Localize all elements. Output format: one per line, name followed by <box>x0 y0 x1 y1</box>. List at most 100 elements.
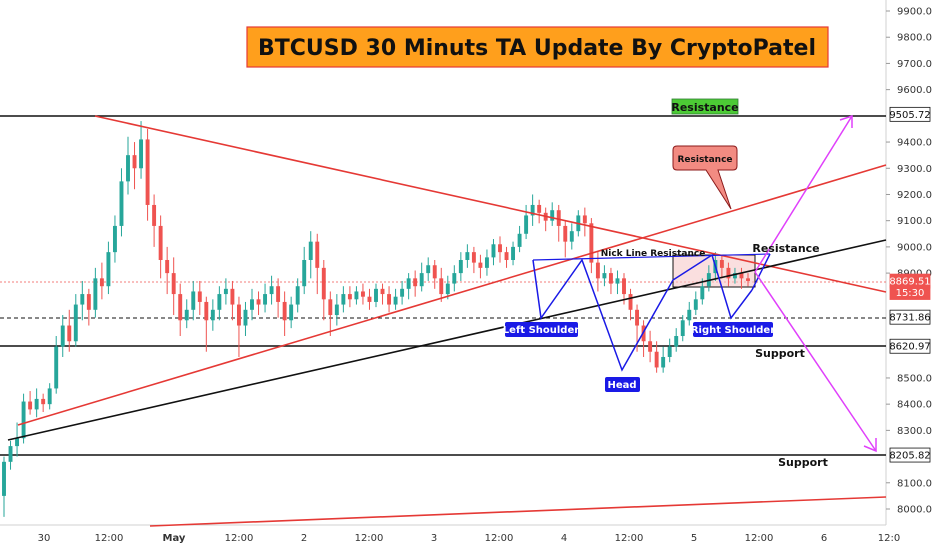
candle-body <box>295 286 300 305</box>
candle-body <box>334 304 339 316</box>
pattern-tail <box>751 253 771 291</box>
candle-body <box>367 296 372 302</box>
ascending-trendline-red <box>17 164 887 426</box>
y-tick-label: 8300.00 <box>897 426 932 437</box>
candle-body <box>608 273 613 284</box>
candle-body <box>374 288 378 302</box>
candle-body <box>693 299 698 310</box>
descending-trendline <box>94 115 887 293</box>
candle-body <box>256 299 261 305</box>
candle-body <box>210 309 215 321</box>
bullish-arrowhead <box>839 114 853 128</box>
resistance-bubble <box>672 145 738 210</box>
y-tick-label: 9200.00 <box>897 190 932 201</box>
candle-body <box>8 446 13 462</box>
candle-body <box>478 262 483 268</box>
candle-body <box>680 320 685 337</box>
x-tick-label: 5 <box>691 533 697 544</box>
candle-body <box>171 273 176 295</box>
bullish-projection-arrow <box>754 115 853 273</box>
candle-body <box>732 273 737 279</box>
x-tick-label: May <box>163 533 186 544</box>
x-tick-label: 12:0 <box>878 533 900 544</box>
y-tick-label: 8000.00 <box>897 505 932 516</box>
candle-body <box>556 210 561 226</box>
candle-body <box>184 309 189 321</box>
candle-body <box>54 346 59 389</box>
x-tick-label: 12:00 <box>745 533 774 544</box>
candle-body <box>282 301 287 321</box>
price-tag-box <box>889 285 931 300</box>
candle-body <box>93 278 98 310</box>
candle-body <box>315 241 320 268</box>
candle-body <box>432 265 437 279</box>
y-tick-label: 9400.00 <box>897 138 932 149</box>
candle-body <box>178 294 183 321</box>
candle-body <box>86 294 91 310</box>
candle-body <box>615 278 620 284</box>
candle-body <box>354 291 359 300</box>
price-tag-label: 8205.82 <box>889 451 930 462</box>
candle-body <box>302 260 307 287</box>
candle-body <box>635 309 640 326</box>
candle-body <box>589 223 594 263</box>
candle-body <box>445 283 450 295</box>
bearish-arrowhead <box>863 438 877 453</box>
price-tag-label: 8869.51 <box>889 277 930 288</box>
candle-body <box>524 215 529 234</box>
candle-body <box>21 401 26 439</box>
x-tick-label: 12:00 <box>615 533 644 544</box>
candle-body <box>484 257 489 268</box>
candle-body <box>112 225 117 253</box>
candle-body <box>746 278 750 281</box>
y-tick-label: 8400.00 <box>897 400 932 411</box>
x-tick-label: 30 <box>38 533 51 544</box>
candle-body <box>347 294 352 300</box>
candle-body <box>491 244 496 258</box>
candle-body <box>99 278 104 287</box>
candle-body <box>34 398 39 410</box>
candle-body <box>452 273 457 284</box>
y-tick-label: 8100.00 <box>897 478 932 489</box>
candle-body <box>132 155 137 169</box>
x-tick-label: 12:00 <box>485 533 514 544</box>
candle-body <box>250 299 254 310</box>
candle-body <box>158 225 163 260</box>
candle-body <box>2 461 6 496</box>
lower-trendline-red <box>149 496 887 527</box>
candle-body <box>622 278 626 295</box>
candle-body <box>139 139 144 169</box>
candle-body <box>263 294 268 305</box>
candle-body <box>67 325 72 342</box>
candle-body <box>204 301 209 321</box>
candle-body <box>152 204 157 226</box>
neckline-pattern <box>532 253 771 261</box>
candle-body <box>197 291 202 302</box>
price-tag-label: 9505.72 <box>889 110 930 121</box>
resistance-top-label: Resistance <box>671 101 738 114</box>
head-shoulders-pattern <box>532 253 753 372</box>
candle-body <box>498 244 502 253</box>
y-tick-label: 8500.00 <box>897 373 932 384</box>
candle-body <box>41 398 46 405</box>
candle-body <box>269 286 274 295</box>
candle-body <box>380 288 385 295</box>
candle-body <box>341 294 346 305</box>
candle-body <box>126 155 130 182</box>
candle-body <box>217 294 222 310</box>
x-tick-label: 3 <box>431 533 437 544</box>
y-tick-label: 9700.00 <box>897 59 932 70</box>
candle-body <box>667 346 672 357</box>
candle-body <box>439 278 444 295</box>
candle-body <box>471 252 476 263</box>
candle-body <box>563 225 568 242</box>
candle-body <box>119 181 124 226</box>
y-tick-label: 9000.00 <box>897 242 932 253</box>
head-label: Head <box>607 380 636 391</box>
candle-body <box>661 356 666 368</box>
candle-body <box>289 304 294 321</box>
resistance-right-label: Resistance <box>752 242 819 255</box>
y-tick-label: 9300.00 <box>897 164 932 175</box>
